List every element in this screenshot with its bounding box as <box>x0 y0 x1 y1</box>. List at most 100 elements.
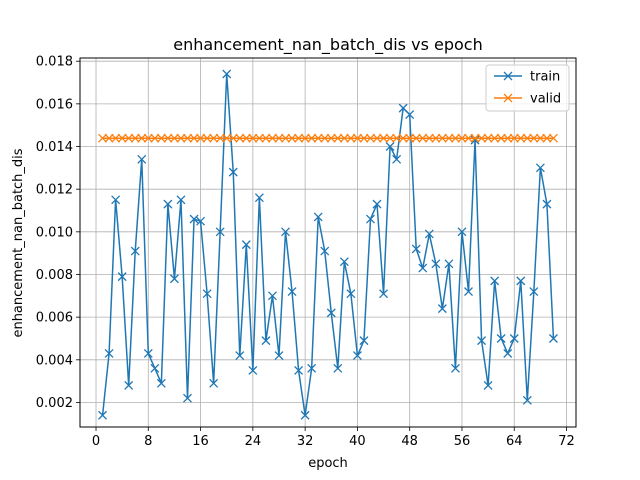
valid-point <box>366 133 375 143</box>
valid-point <box>496 133 506 143</box>
chart-title: enhancement_nan_batch_dis vs epoch <box>173 35 482 55</box>
y-tick-label: 0.004 <box>36 353 73 368</box>
valid-point <box>313 133 323 143</box>
valid-point <box>189 133 199 143</box>
valid-point <box>516 133 526 143</box>
train-point <box>143 348 153 358</box>
valid-point <box>150 133 160 143</box>
train-point <box>274 351 284 361</box>
train-point <box>483 380 493 390</box>
train-point <box>189 214 199 224</box>
train-point <box>385 142 395 151</box>
train-point <box>287 287 297 297</box>
valid-point <box>535 133 545 143</box>
train-point <box>254 193 264 203</box>
train-point <box>548 334 558 343</box>
legend-item-valid: valid <box>494 92 561 107</box>
train-point <box>235 351 245 361</box>
train-point <box>281 227 290 237</box>
valid-point <box>411 133 421 143</box>
valid-point <box>339 133 349 143</box>
valid-point <box>235 133 245 143</box>
x-tick-label: 72 <box>558 434 575 449</box>
x-axis: 0 8 16 24 32 40 48 56 64 72 <box>92 427 575 449</box>
y-tick-label: 0.014 <box>36 140 73 155</box>
train-point <box>261 336 271 346</box>
train-point <box>431 259 441 269</box>
y-tick-label: 0.018 <box>36 55 73 70</box>
valid-point <box>287 133 297 143</box>
valid-point <box>156 133 166 143</box>
x-tick-label: 16 <box>192 434 209 449</box>
train-point <box>339 257 349 267</box>
valid-point <box>385 133 395 143</box>
valid-point <box>124 133 134 143</box>
train-point <box>542 199 552 209</box>
valid-point <box>490 133 500 143</box>
legend-label: valid <box>530 92 561 107</box>
valid-point <box>267 133 277 143</box>
y-axis-label: enhancement_nan_batch_dis <box>11 148 26 337</box>
train-point <box>183 393 192 403</box>
train-point <box>117 272 127 282</box>
train-point <box>156 378 166 388</box>
train-point <box>111 195 121 205</box>
valid-point <box>254 133 264 143</box>
valid-point <box>464 133 473 143</box>
train-point <box>424 229 434 239</box>
y-tick-label: 0.002 <box>36 396 73 411</box>
valid-point <box>346 133 356 143</box>
train-point <box>496 334 506 343</box>
train-point <box>359 336 369 346</box>
valid-point <box>320 133 330 143</box>
train-point <box>503 348 513 358</box>
train-point <box>535 163 545 173</box>
train-point <box>405 110 415 119</box>
valid-point <box>405 133 415 143</box>
valid-point <box>352 133 362 143</box>
valid-point <box>392 133 402 143</box>
train-point <box>241 240 251 250</box>
train-point <box>313 212 323 222</box>
train-point <box>444 259 454 269</box>
valid-point <box>431 133 441 143</box>
train-point <box>346 289 356 299</box>
valid-point <box>117 133 127 143</box>
valid-point <box>163 133 173 143</box>
valid-point <box>176 133 186 143</box>
valid-point <box>98 133 108 143</box>
train-point <box>522 395 532 405</box>
train-point <box>490 276 500 286</box>
train-point <box>209 378 219 388</box>
x-tick-label: 32 <box>297 434 314 449</box>
x-tick-label: 40 <box>349 434 366 449</box>
train-point <box>320 246 330 256</box>
valid-point <box>111 133 121 143</box>
train-point <box>392 154 402 164</box>
train-line <box>101 73 555 417</box>
train-point <box>333 363 343 373</box>
valid-point <box>202 133 212 143</box>
x-tick-label: 64 <box>506 434 523 449</box>
valid-point <box>281 133 290 143</box>
y-tick-label: 0.008 <box>36 268 73 283</box>
y-axis: 0.002 0.004 0.006 0.008 0.010 0.012 0.014 0.016… <box>36 55 80 411</box>
valid-point <box>215 133 225 143</box>
valid-point <box>300 133 310 143</box>
legend-label: train <box>530 70 560 85</box>
grid <box>80 58 576 427</box>
train-point <box>411 244 421 254</box>
train-point <box>222 69 232 79</box>
valid-point <box>130 133 140 143</box>
train-point <box>267 291 277 301</box>
train-point <box>437 304 447 314</box>
train-point <box>516 276 526 286</box>
train-point <box>366 214 375 224</box>
train-point <box>176 195 186 205</box>
train-point <box>215 227 225 237</box>
valid-point <box>169 133 179 143</box>
train-point <box>98 410 108 420</box>
valid-point <box>542 133 552 143</box>
plot-frame <box>79 57 577 428</box>
